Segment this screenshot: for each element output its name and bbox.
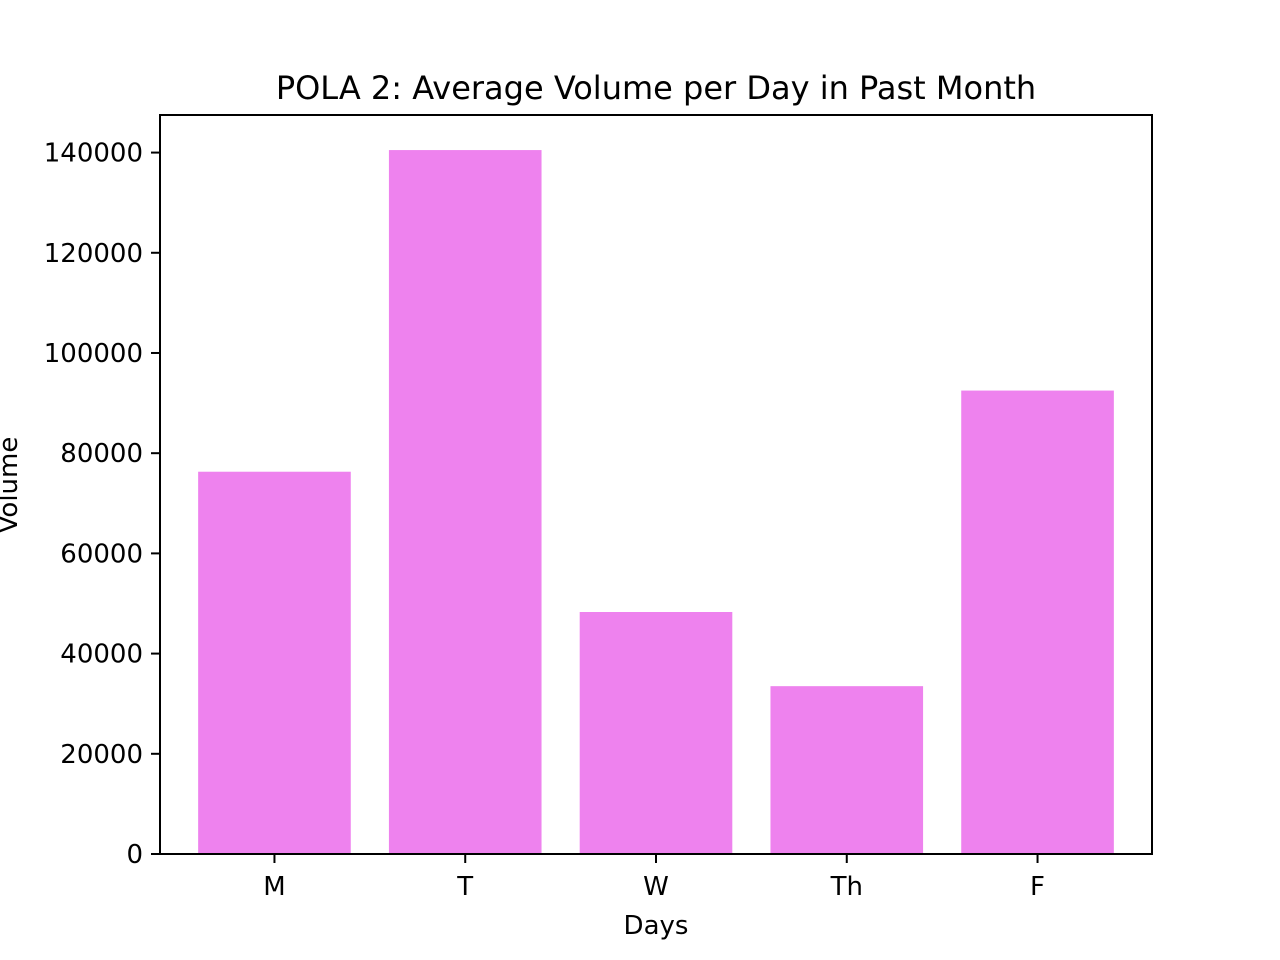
bar-t (388, 150, 542, 854)
bar-th (770, 686, 924, 854)
y-tick-label: 40000 (60, 640, 143, 670)
y-axis-label: Volume (0, 437, 24, 534)
y-tick-label: 120000 (44, 239, 143, 269)
x-tick-label: W (643, 872, 669, 902)
bar-m (198, 471, 351, 854)
y-axis-ticks: 0 20000 40000 60000 80000 100000 120000 140000 (44, 139, 160, 870)
bar-w (579, 612, 733, 854)
x-tick-label: F (1030, 872, 1045, 902)
x-tick-label: Th (830, 872, 863, 902)
chart-title: POLA 2: Average Volume per Day in Past M… (276, 69, 1036, 107)
y-tick-label: 0 (126, 840, 143, 870)
x-axis-label: Days (624, 911, 689, 941)
y-tick-label: 20000 (60, 740, 143, 770)
y-tick-label: 140000 (44, 139, 143, 169)
y-tick-label: 100000 (44, 339, 143, 369)
bars-group (198, 150, 1114, 854)
x-tick-label: M (263, 872, 285, 902)
x-tick-label: T (456, 872, 473, 902)
x-axis-ticks: M T W Th F (263, 854, 1045, 902)
y-tick-label: 60000 (60, 539, 143, 569)
bar-f (961, 390, 1114, 854)
y-tick-label: 80000 (60, 439, 143, 469)
